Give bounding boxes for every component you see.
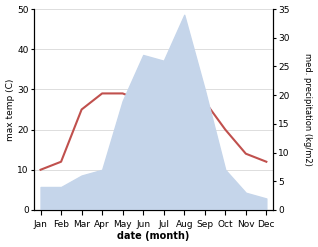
- Y-axis label: max temp (C): max temp (C): [5, 78, 15, 141]
- Y-axis label: med. precipitation (kg/m2): med. precipitation (kg/m2): [303, 53, 313, 166]
- X-axis label: date (month): date (month): [117, 231, 190, 242]
